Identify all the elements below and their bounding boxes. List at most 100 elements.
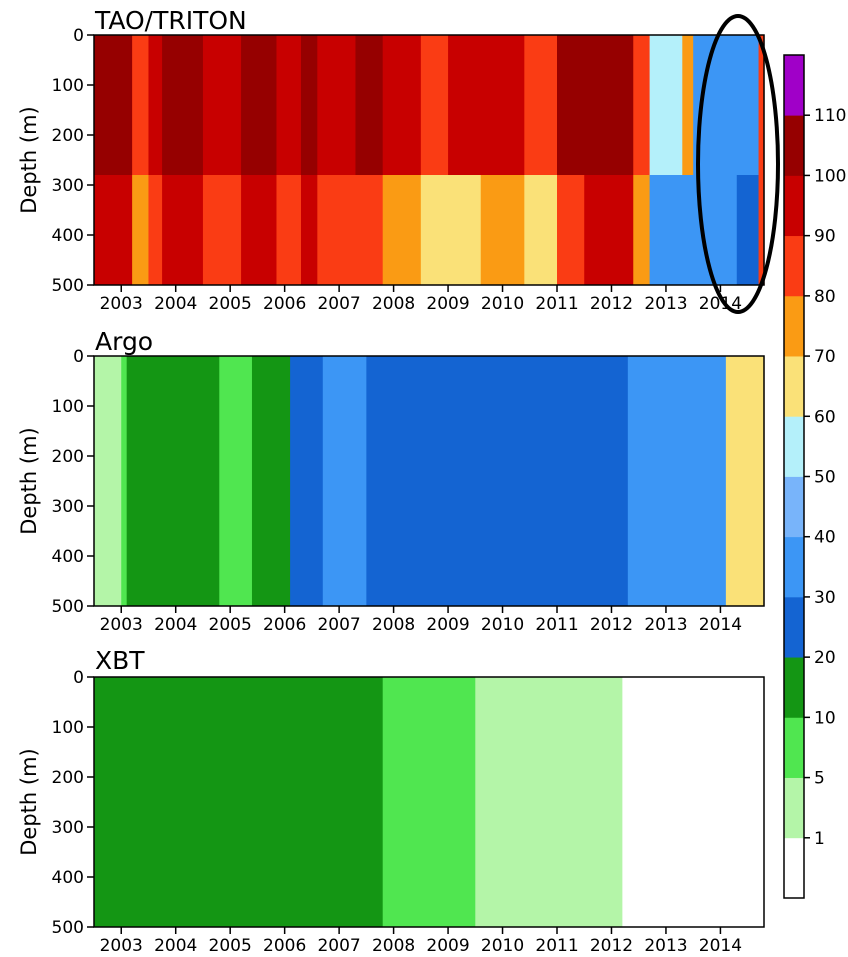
colorbar-swatch <box>784 416 804 477</box>
data-cell <box>420 35 449 175</box>
y-tick-label: 200 <box>52 768 84 788</box>
y-axis-label-tao-triton: Depth (m) <box>17 106 41 213</box>
y-tick-label: 400 <box>52 226 84 246</box>
x-tick-label: 2003 <box>100 936 143 956</box>
colorbar-swatch <box>784 837 804 899</box>
x-tick-label: 2013 <box>644 936 687 956</box>
y-tick-label: 300 <box>52 497 84 517</box>
x-tick-label: 2013 <box>644 294 687 314</box>
y-tick-label: 100 <box>52 397 84 417</box>
x-tick-label: 2011 <box>535 615 578 635</box>
x-tick-label: 2013 <box>644 615 687 635</box>
plot-argo: 0 100 200 300 400 500 2003 2004 2005 2006 2007 2008… <box>52 347 765 635</box>
x-tick-label: 2012 <box>590 294 633 314</box>
data-cell <box>682 175 694 285</box>
colorbar-swatch <box>784 55 804 116</box>
data-cell <box>300 175 318 285</box>
data-cell <box>758 175 765 285</box>
x-tick-label: 2014 <box>699 615 742 635</box>
data-cell <box>148 35 163 175</box>
x-tick-label: 2009 <box>426 615 469 635</box>
data-cell <box>290 356 324 606</box>
colorbar-tick-label: 40 <box>814 528 836 548</box>
panel-xbt: XBT Depth (m) 0 100 200 300 400 500 2003 2004 20… <box>17 646 765 956</box>
data-cell <box>94 356 122 606</box>
x-tick-label: 2008 <box>372 294 415 314</box>
x-tick-label: 2011 <box>535 936 578 956</box>
data-cell <box>622 677 765 927</box>
data-cell <box>480 175 525 285</box>
panel-title-xbt: XBT <box>95 646 145 675</box>
data-cell <box>475 677 623 927</box>
y-tick-label: 0 <box>73 347 84 367</box>
plot-frame <box>93 355 765 607</box>
y-tick-label: 300 <box>52 176 84 196</box>
panel-title-argo: Argo <box>95 327 153 356</box>
y-tick-label: 300 <box>52 818 84 838</box>
y-tick-label: 0 <box>73 668 84 688</box>
data-cell <box>524 175 558 285</box>
data-cell <box>633 35 651 175</box>
data-cell <box>126 356 220 606</box>
x-tick-label: 2005 <box>209 936 252 956</box>
x-tick-label: 2005 <box>209 294 252 314</box>
data-cell <box>627 356 727 606</box>
x-tick-label: 2007 <box>317 294 360 314</box>
data-cell <box>584 35 634 175</box>
data-cell <box>736 175 760 285</box>
data-cell <box>382 677 476 927</box>
x-tick-label: 2003 <box>100 615 143 635</box>
data-cell <box>584 175 634 285</box>
x-tick-label: 2010 <box>481 294 524 314</box>
data-cell <box>317 175 357 285</box>
data-cell <box>241 175 278 285</box>
y-tick-label: 100 <box>52 718 84 738</box>
plot-tao-triton: 0 100 200 300 400 500 2003 2004 2005 2006 2007 2008… <box>52 26 765 314</box>
x-tick-label: 2006 <box>263 936 306 956</box>
colorbar: 1 5 10 20 30 40 50 60 70 80 90 100 110 <box>783 54 846 899</box>
data-cell <box>300 35 318 175</box>
y-tick-label: 500 <box>52 276 84 296</box>
x-tick-label: 2007 <box>317 615 360 635</box>
colorbar-swatch <box>784 295 804 357</box>
data-cell <box>480 35 525 175</box>
y-tick-label: 500 <box>52 918 84 938</box>
y-tick-label: 100 <box>52 76 84 96</box>
data-cell <box>448 35 482 175</box>
data-cell <box>557 35 585 175</box>
colorbar-tick-label: 30 <box>814 588 836 608</box>
data-cell <box>355 175 384 285</box>
data-cell <box>682 35 694 175</box>
colorbar-tick-label: 110 <box>814 106 846 126</box>
data-cell <box>219 356 253 606</box>
colorbar-swatch <box>784 777 804 839</box>
colorbar-tick-label: 10 <box>814 708 836 728</box>
colorbar-tick-label: 5 <box>814 769 825 789</box>
x-tick-label: 2008 <box>372 615 415 635</box>
data-cell <box>725 356 765 606</box>
data-cell <box>633 175 651 285</box>
colorbar-tick-label: 20 <box>814 648 836 668</box>
colorbar-swatch <box>784 657 804 718</box>
data-cell <box>94 35 133 175</box>
colorbar-swatch <box>784 596 804 658</box>
colorbar-tick-label: 50 <box>814 468 836 488</box>
panel-argo: Argo Depth (m) 0 100 200 300 400 500 2003 2004 2… <box>17 327 765 635</box>
data-cell <box>132 175 150 285</box>
colorbar-tick-label: 90 <box>814 227 836 247</box>
data-cell <box>94 175 133 285</box>
data-cell <box>366 356 629 606</box>
colorbar-tick-label: 70 <box>814 347 836 367</box>
data-cell <box>420 175 449 285</box>
data-cell <box>736 35 760 175</box>
data-cell <box>251 356 291 606</box>
data-cell <box>649 35 683 175</box>
colorbar-tick-label: 60 <box>814 407 836 427</box>
data-cell <box>148 175 163 285</box>
panel-title-tao-triton: TAO/TRITON <box>94 6 247 35</box>
data-cell <box>524 35 558 175</box>
data-cell <box>557 175 585 285</box>
colorbar-tick-label: 80 <box>814 287 836 307</box>
data-cell <box>448 175 482 285</box>
